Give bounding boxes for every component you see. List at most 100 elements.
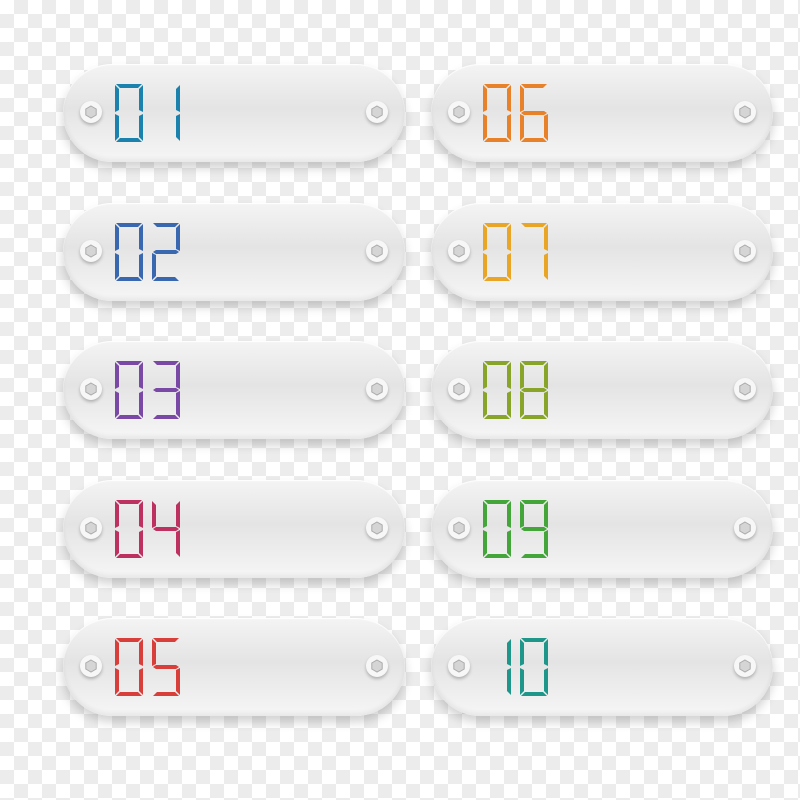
badge-number: 01 <box>63 64 64 65</box>
seven-segment-number <box>115 499 180 558</box>
segment-f <box>520 639 524 666</box>
segment-c <box>139 391 143 418</box>
segment-d <box>116 553 142 558</box>
segment-e <box>115 114 119 141</box>
segment-a <box>116 84 142 88</box>
hex-screw-icon <box>448 239 470 262</box>
badge-number: 08 <box>431 341 432 342</box>
segment-c <box>507 668 511 695</box>
segment-c <box>507 114 511 141</box>
segment-b <box>507 362 511 389</box>
segment-d <box>484 415 510 419</box>
segment-c <box>544 252 548 280</box>
segment-c <box>176 668 180 695</box>
number-badge-09: 09 <box>431 479 773 578</box>
segment-e <box>520 668 524 695</box>
number-badge-02: 02 <box>63 202 405 301</box>
segment-a <box>484 84 510 88</box>
segment-g <box>153 388 179 392</box>
segment-c <box>176 391 180 418</box>
segment-a <box>116 222 142 227</box>
segment-d <box>484 553 510 558</box>
segment-c <box>176 529 180 557</box>
hex-screw-icon <box>80 101 102 123</box>
segment-d <box>116 276 142 281</box>
number-badge-05: 05 <box>63 618 405 716</box>
segment-a <box>521 222 547 227</box>
hex-screw-icon <box>80 239 102 262</box>
segment-a <box>521 638 547 642</box>
segment-b <box>507 223 511 251</box>
segment-d <box>521 692 547 696</box>
hex-screw-icon <box>366 239 388 262</box>
segment-g <box>153 665 179 669</box>
seven-segment-number <box>115 84 180 142</box>
segment-f <box>152 639 156 666</box>
digit-9 <box>520 499 548 558</box>
segment-b <box>544 639 548 666</box>
digit-6 <box>520 84 548 142</box>
segment-a <box>153 638 179 642</box>
hex-screw-icon <box>366 378 388 400</box>
digit-5 <box>152 638 180 696</box>
seven-segment-number <box>115 638 180 696</box>
badge-number: 10 <box>431 618 432 619</box>
segment-e <box>520 391 524 418</box>
segment-d <box>521 138 547 142</box>
seven-segment-number <box>115 361 180 419</box>
segment-e <box>115 529 119 557</box>
segment-b <box>544 223 548 251</box>
segment-a <box>153 361 179 365</box>
seven-segment-number <box>483 222 548 281</box>
segment-f <box>483 362 487 389</box>
segment-g <box>153 526 179 531</box>
segment-f <box>483 500 487 528</box>
seven-segment-number <box>483 361 548 419</box>
seven-segment-number <box>507 638 548 696</box>
segment-g <box>521 388 547 392</box>
number-badge-10: 10 <box>431 618 773 716</box>
segment-f <box>483 223 487 251</box>
digit-0 <box>115 361 143 419</box>
digit-0 <box>115 222 143 281</box>
hex-screw-icon <box>448 655 470 677</box>
segment-a <box>521 499 547 504</box>
segment-b <box>176 85 180 112</box>
segment-f <box>520 500 524 528</box>
segment-f <box>520 362 524 389</box>
digit-8 <box>520 361 548 419</box>
hex-screw-icon <box>734 516 756 539</box>
number-badge-08: 08 <box>431 341 773 439</box>
digit-0 <box>483 499 511 558</box>
segment-f <box>152 500 156 528</box>
digit-1 <box>176 85 180 141</box>
segment-a <box>116 638 142 642</box>
segment-d <box>116 138 142 142</box>
segment-d <box>484 276 510 281</box>
segment-f <box>520 85 524 112</box>
segment-c <box>176 114 180 141</box>
segment-a <box>116 499 142 504</box>
hex-screw-icon <box>448 516 470 539</box>
segment-f <box>115 362 119 389</box>
segment-c <box>544 391 548 418</box>
segment-e <box>483 391 487 418</box>
segment-c <box>507 529 511 557</box>
hex-screw-icon <box>80 516 102 539</box>
segment-d <box>521 415 547 419</box>
segment-a <box>484 222 510 227</box>
digit-0 <box>115 84 143 142</box>
segment-b <box>176 362 180 389</box>
hex-screw-icon <box>734 101 756 123</box>
segment-f <box>115 500 119 528</box>
segment-b <box>507 639 511 666</box>
badge-number: 05 <box>63 618 64 619</box>
digit-0 <box>483 222 511 281</box>
segment-f <box>115 85 119 112</box>
segment-d <box>521 553 547 558</box>
segment-c <box>139 252 143 280</box>
segment-b <box>507 85 511 112</box>
number-badge-07: 07 <box>431 202 773 301</box>
number-badge-04: 04 <box>63 479 405 578</box>
digit-0 <box>483 84 511 142</box>
